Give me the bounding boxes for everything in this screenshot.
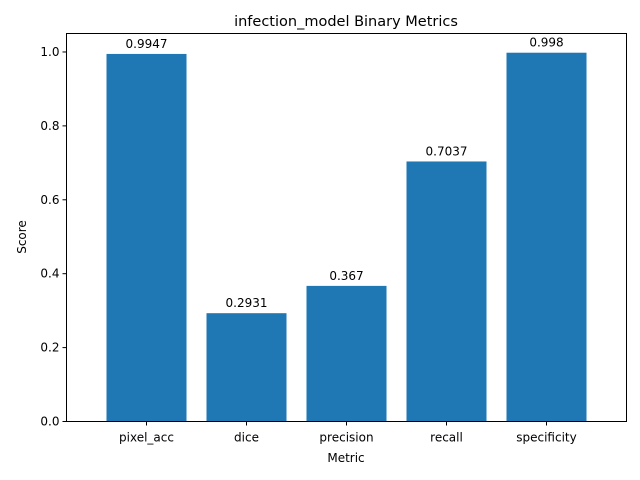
plot-area: 0.9947 0.2931 0.367 0.7037 0.998 [106,36,587,422]
data-label-pixel_acc: 0.9947 [126,37,168,51]
bar-dice [206,313,287,422]
x-tick-label-pixel_acc: pixel_acc [119,431,174,445]
y-tick-label: 0.8 [40,119,59,133]
x-axis: pixel_acc dice precision recall specificity [119,421,577,445]
y-tick-label: 1.0 [40,45,59,59]
data-label-recall: 0.7037 [426,144,468,158]
bar-specificity [506,52,587,422]
data-label-specificity: 0.998 [529,36,563,50]
x-axis-label: Metric [327,451,364,465]
bar-precision [306,285,387,422]
data-label-precision: 0.367 [329,269,363,283]
chart-title: infection_model Binary Metrics [234,14,458,30]
y-tick-label: 0.6 [40,193,59,207]
bar-pixel_acc [106,53,187,422]
x-tick-label-specificity: specificity [516,431,576,445]
y-tick-label: 0.0 [40,415,59,429]
y-tick-label: 0.2 [40,341,59,355]
y-tick-label: 0.4 [40,267,59,281]
x-tick-label-precision: precision [319,431,373,445]
data-label-dice: 0.2931 [226,296,268,310]
plot-frame [66,33,627,422]
bar-recall [406,161,487,422]
x-tick-label-dice: dice [234,431,259,445]
y-axis-label: Score [15,220,29,254]
y-axis: 0.0 0.2 0.4 0.6 0.8 1.0 [40,45,67,429]
x-tick-label-recall: recall [430,431,463,445]
